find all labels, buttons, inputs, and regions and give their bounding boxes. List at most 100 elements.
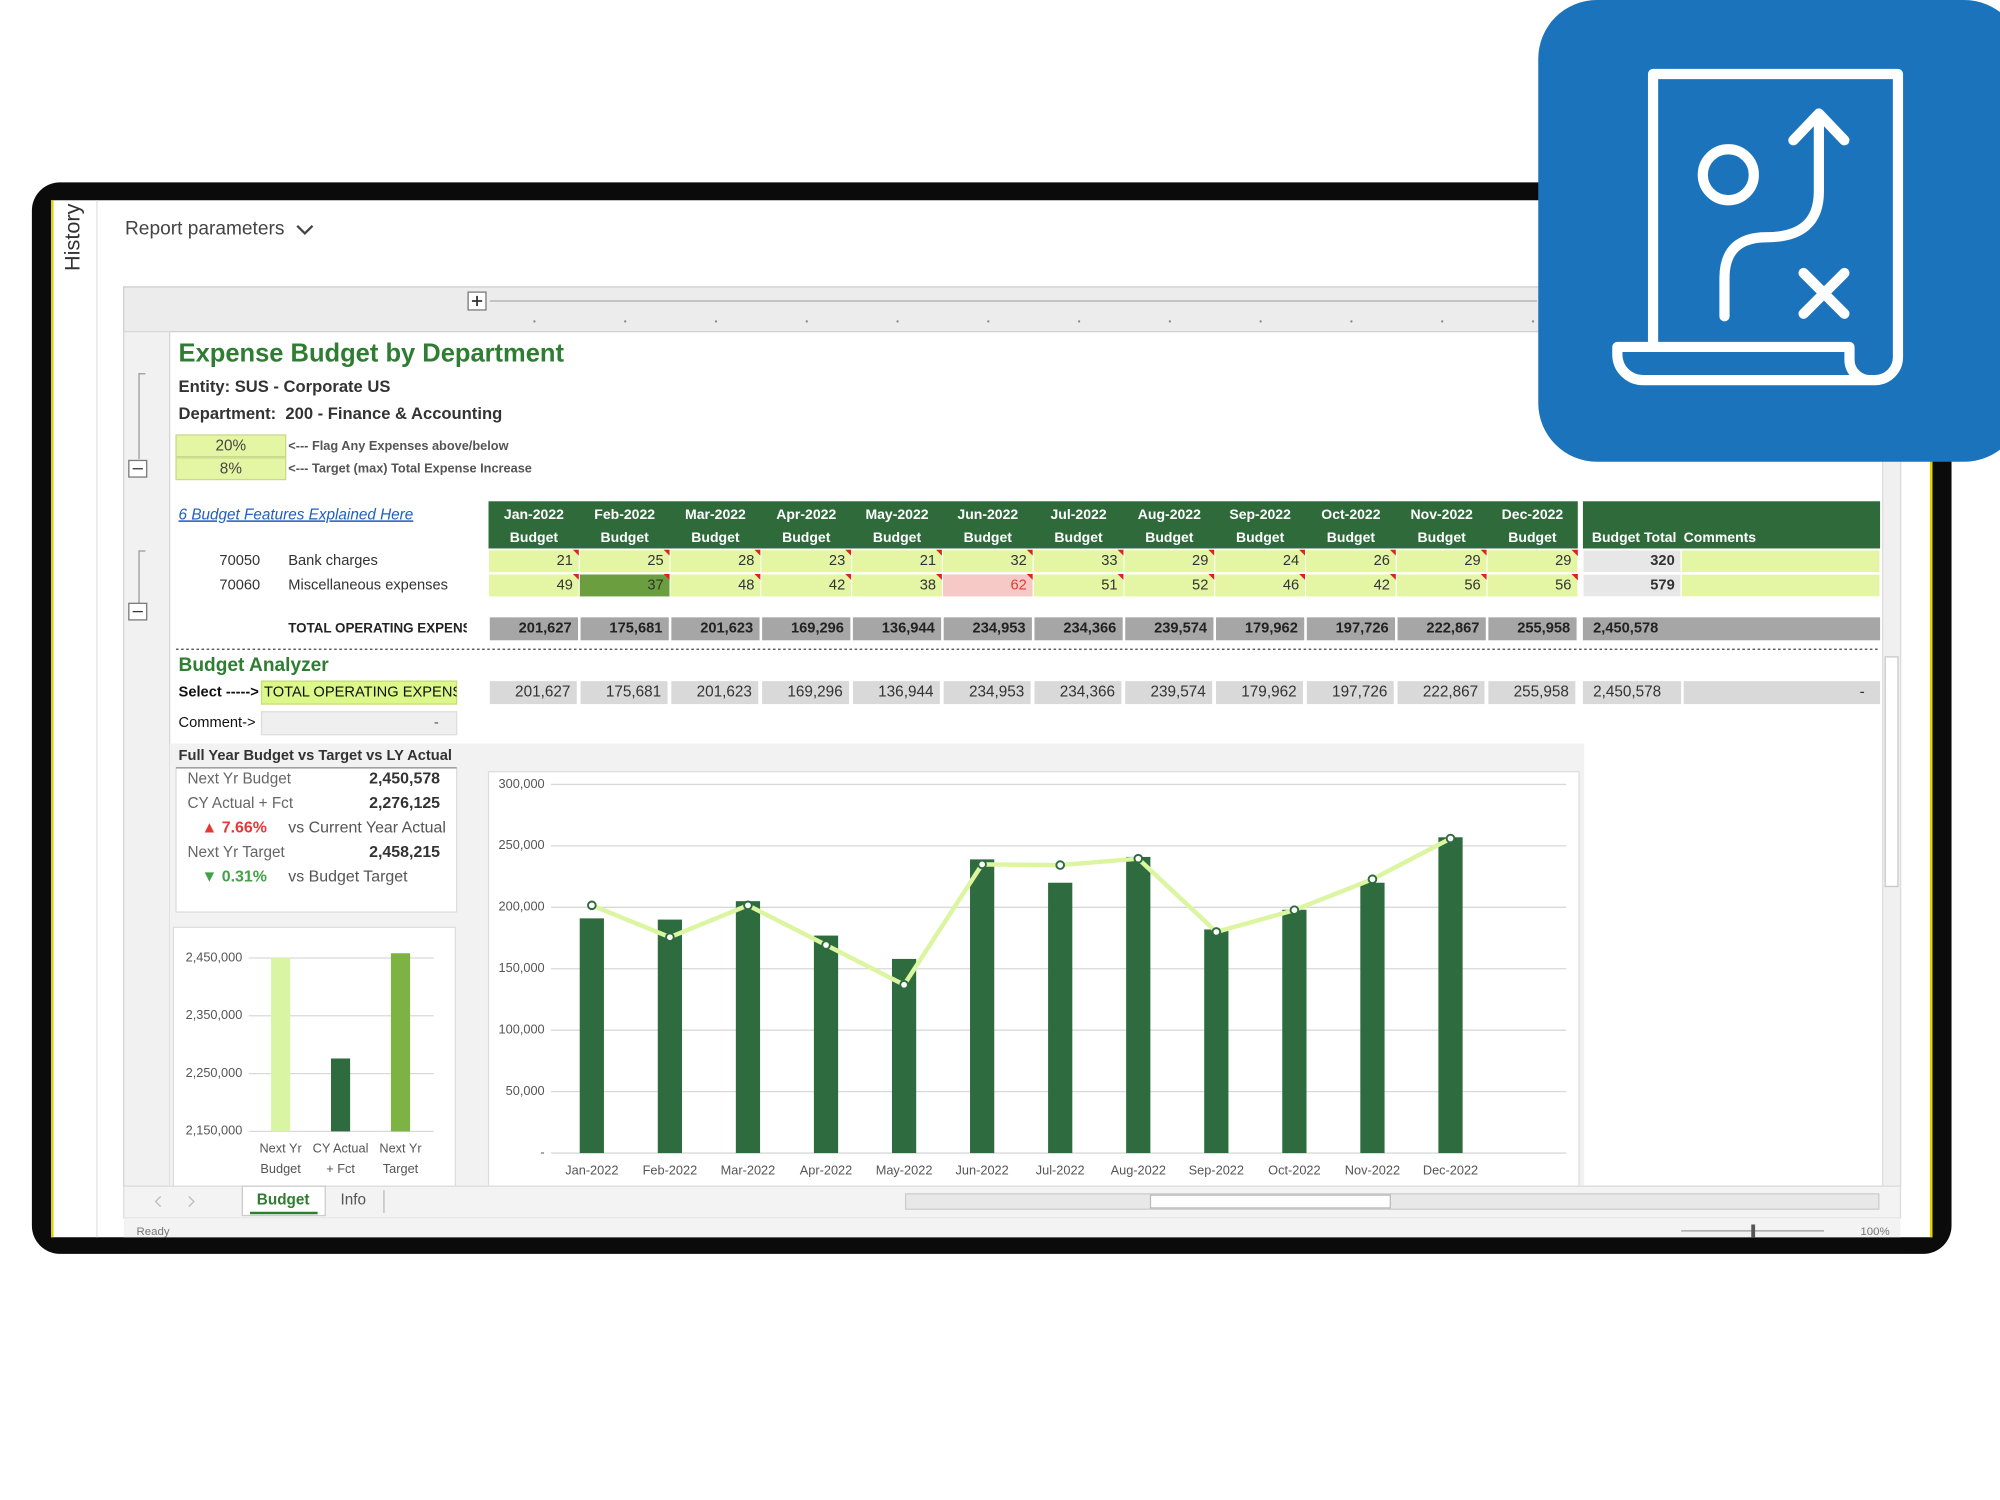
- cell-value: 33: [1101, 553, 1117, 569]
- table-header-total: [1582, 501, 1881, 549]
- analyzer-cell: [762, 681, 850, 705]
- total-cell: [1216, 617, 1305, 641]
- sheet: Expense Budget by Department Entity: SUS …: [123, 286, 1902, 1238]
- cell-value: 21: [920, 553, 936, 569]
- sheet-tab[interactable]: Info: [341, 1191, 367, 1208]
- analyzer-title: Budget Analyzer: [179, 655, 330, 676]
- x-tick-label: Oct-2022: [1268, 1162, 1320, 1177]
- column-label: Budget: [691, 529, 740, 545]
- analyzer-value: 201,623: [697, 684, 752, 701]
- h-scroll-thumb: [1149, 1194, 1391, 1209]
- y-tick-label: 2,250,000: [186, 1065, 243, 1080]
- cell-value: 51: [1101, 577, 1117, 593]
- x-tick-label: Jan-2022: [565, 1162, 618, 1177]
- month-header: Aug-2022: [1138, 506, 1201, 522]
- bar: [657, 919, 683, 1154]
- analyzer-cell: [1125, 681, 1213, 705]
- line-marker: [821, 940, 831, 950]
- month-header: Jan-2022: [504, 506, 564, 522]
- cell-flag: [1299, 573, 1306, 581]
- cell-value: 52: [1192, 577, 1208, 593]
- row-total: 320: [1650, 553, 1674, 569]
- outline-dot: [805, 320, 808, 323]
- x-tick-label: Mar-2022: [721, 1162, 776, 1177]
- total-cell: [580, 617, 669, 641]
- line-marker: [1055, 860, 1065, 870]
- cell-value: 62: [1010, 577, 1026, 593]
- analyzer-cell: [852, 681, 940, 705]
- column-label: Budget: [1418, 529, 1467, 545]
- y-tick-label: 2,150,000: [186, 1123, 243, 1138]
- chevron[interactable]: [296, 224, 314, 236]
- total-cell: [943, 617, 1032, 641]
- total-cell: [1306, 617, 1396, 641]
- sidebar-label[interactable]: History: [60, 203, 85, 271]
- bar: [813, 935, 839, 1154]
- total-cell: [1397, 617, 1486, 641]
- features-link[interactable]: 6 Budget Features Explained Here: [179, 506, 414, 523]
- total-value: 255,958: [1517, 621, 1570, 637]
- comment-cell: [1680, 573, 1881, 598]
- summary-change: ▼ 0.31%: [202, 868, 267, 885]
- total-cell: [671, 617, 760, 641]
- selection[interactable]: TOTAL OPERATING EXPENSE: [264, 684, 472, 700]
- x-tick-label: Jul-2022: [1036, 1162, 1085, 1177]
- y-tick-label: 2,350,000: [186, 1007, 243, 1022]
- total-cell: [1488, 617, 1577, 641]
- column-label: Budget: [1327, 529, 1376, 545]
- month-header: Jul-2022: [1051, 506, 1107, 522]
- status: Ready: [136, 1226, 169, 1238]
- select-cell: [260, 680, 458, 705]
- total-label: TOTAL OPERATING EXPENSE: [288, 620, 480, 635]
- summary-note: vs Current Year Actual: [288, 820, 446, 837]
- analyzer-value: 255,958: [1514, 684, 1569, 701]
- group-bracket: [138, 373, 146, 605]
- month-header: Oct-2022: [1321, 506, 1380, 522]
- icon-route: [1719, 112, 1824, 322]
- analyzer-total: 2,450,578: [1593, 684, 1661, 701]
- cell-flag: [1389, 549, 1397, 557]
- cell-value: 49: [557, 577, 573, 593]
- line-marker: [899, 980, 909, 990]
- account-name: Bank charges: [288, 553, 378, 569]
- cell-value: 28: [738, 553, 754, 569]
- report-parameters[interactable]: Report parameters: [125, 219, 284, 240]
- icon-glyph: [1612, 68, 1904, 386]
- cell-value: 26: [1374, 553, 1390, 569]
- plus[interactable]: [471, 295, 483, 307]
- column-label: Budget: [1236, 529, 1285, 545]
- line-marker: [743, 900, 753, 911]
- month-header: Sep-2022: [1229, 506, 1291, 522]
- summary-value: 2,276,125: [369, 795, 440, 812]
- total-value: 222,867: [1426, 621, 1479, 637]
- cell-value: 29: [1464, 553, 1480, 569]
- table-header: [488, 501, 1578, 549]
- comment-label: Comment->: [179, 715, 256, 731]
- column-label: Budget: [1054, 529, 1103, 545]
- outline-dot: [1168, 320, 1172, 323]
- bar: [1282, 909, 1307, 1154]
- x-tick-label: May-2022: [876, 1162, 933, 1177]
- total-value: 179,962: [1245, 621, 1298, 637]
- line-marker: [1211, 927, 1222, 937]
- cell-flag: [754, 549, 761, 557]
- outline-dot: [624, 320, 627, 323]
- tab-nav[interactable]: [154, 1195, 195, 1208]
- total-cell: [762, 617, 851, 641]
- total-value: 234,953: [973, 621, 1026, 637]
- cell-flag: [1480, 573, 1488, 581]
- sheet-tab[interactable]: Budget: [257, 1191, 310, 1208]
- x-tick-label: Aug-2022: [1111, 1162, 1166, 1177]
- status-bar: [123, 1218, 1901, 1238]
- summary-change: ▲ 7.66%: [202, 820, 267, 837]
- comment-input: [260, 711, 458, 736]
- analyzer-cell: [1034, 681, 1122, 705]
- y-tick-label: -: [540, 1144, 544, 1159]
- total-value: 234,366: [1063, 621, 1116, 637]
- x-tick-label: + Fct: [326, 1161, 355, 1176]
- analyzer-value: 201,627: [515, 684, 570, 701]
- icon-cross: [1798, 267, 1850, 319]
- cell-value: 48: [738, 577, 754, 593]
- cell-value: 24: [1283, 553, 1299, 569]
